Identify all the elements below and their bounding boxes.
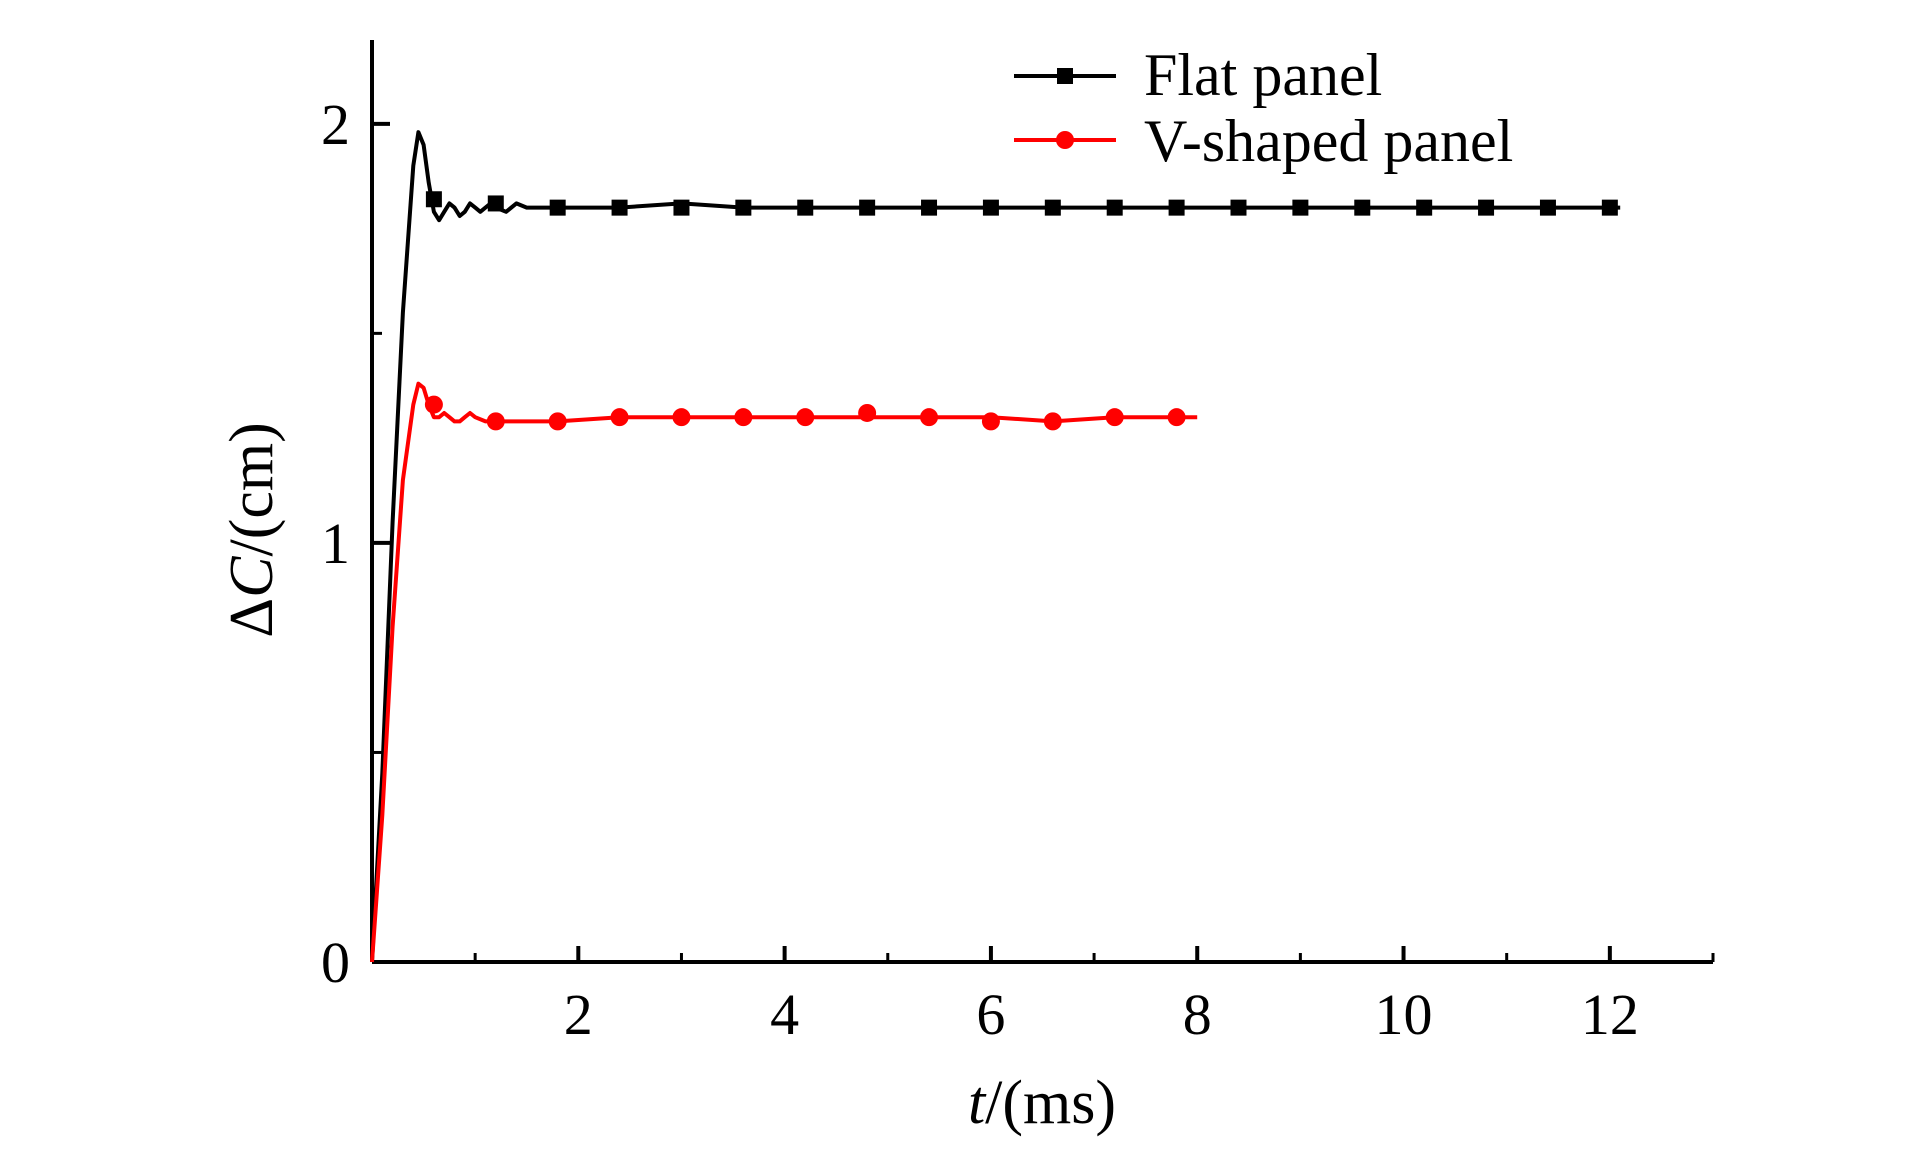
legend: Flat panel V-shaped panel [1014,42,1513,174]
data-point-flat [1044,199,1061,216]
y-axis-title-prefix: Δ [218,598,286,638]
data-point-flat [735,199,752,216]
data-point-vshaped [1043,412,1062,431]
y-axis-title-rest: /(cm) [218,422,286,556]
data-point-flat [1292,199,1309,216]
x-tick-label: 4 [770,982,799,1047]
data-point-vshaped [734,408,753,427]
data-point-flat [1539,199,1556,216]
y-ticks: 0 1 2 [321,92,390,995]
series-vshaped [370,381,1198,963]
y-tick-label: 1 [321,511,350,576]
x-ticks: 2 4 6 8 10 12 [473,946,1715,1047]
data-point-vshaped [486,412,505,431]
data-point-vshaped [610,408,629,427]
x-tick-label: 2 [564,982,593,1047]
data-point-vshaped [858,403,877,422]
data-point-flat [1416,199,1433,216]
plot-area: 2 4 6 8 10 12 012 [321,40,1715,1047]
series-flat [370,130,1621,963]
y-tick-label: 0 [321,930,350,995]
data-point-flat [425,191,442,208]
data-point-flat [1106,199,1123,216]
data-point-vshaped [424,395,443,414]
data-point-flat [673,199,690,216]
x-axis-title-rest: /(ms) [985,1069,1116,1137]
data-point-vshaped [1167,408,1186,427]
x-tick-label: 8 [1183,982,1212,1047]
data-point-vshaped [1105,408,1124,427]
data-point-flat [1354,199,1371,216]
data-point-flat [549,199,566,216]
x-axis-title: t/(ms) [968,1069,1116,1137]
series-line-vshaped [370,381,1198,963]
x-tick-label: 10 [1375,982,1433,1047]
data-point-flat [1601,199,1618,216]
data-point-flat [1230,199,1247,216]
y-axis-title: ΔC/(cm) [218,422,286,638]
series-layer [370,130,1621,963]
legend-item-flat: Flat panel [1014,42,1382,108]
data-point-vshaped [920,408,939,427]
legend-marker-vshaped [1056,131,1074,149]
data-point-vshaped [672,408,691,427]
x-tick-label: 12 [1581,982,1639,1047]
data-point-flat [611,199,628,216]
data-point-flat [1478,199,1495,216]
y-tick-label: 2 [321,92,350,157]
legend-label-vshaped: V-shaped panel [1144,108,1513,174]
y-axis-title-italic: C [218,556,286,598]
data-point-flat [1168,199,1185,216]
data-point-flat [921,199,938,216]
x-tick-label: 6 [976,982,1005,1047]
legend-marker-flat [1057,68,1073,84]
legend-item-vshaped: V-shaped panel [1014,108,1513,174]
data-point-vshaped [548,412,567,431]
data-point-flat [797,199,814,216]
data-point-vshaped [796,408,815,427]
data-point-flat [487,195,504,212]
x-axis-title-italic: t [968,1069,987,1137]
legend-label-flat: Flat panel [1144,42,1382,108]
data-point-flat [859,199,876,216]
data-point-vshaped [981,412,1000,431]
series-line-flat [370,130,1621,963]
data-point-flat [982,199,999,216]
